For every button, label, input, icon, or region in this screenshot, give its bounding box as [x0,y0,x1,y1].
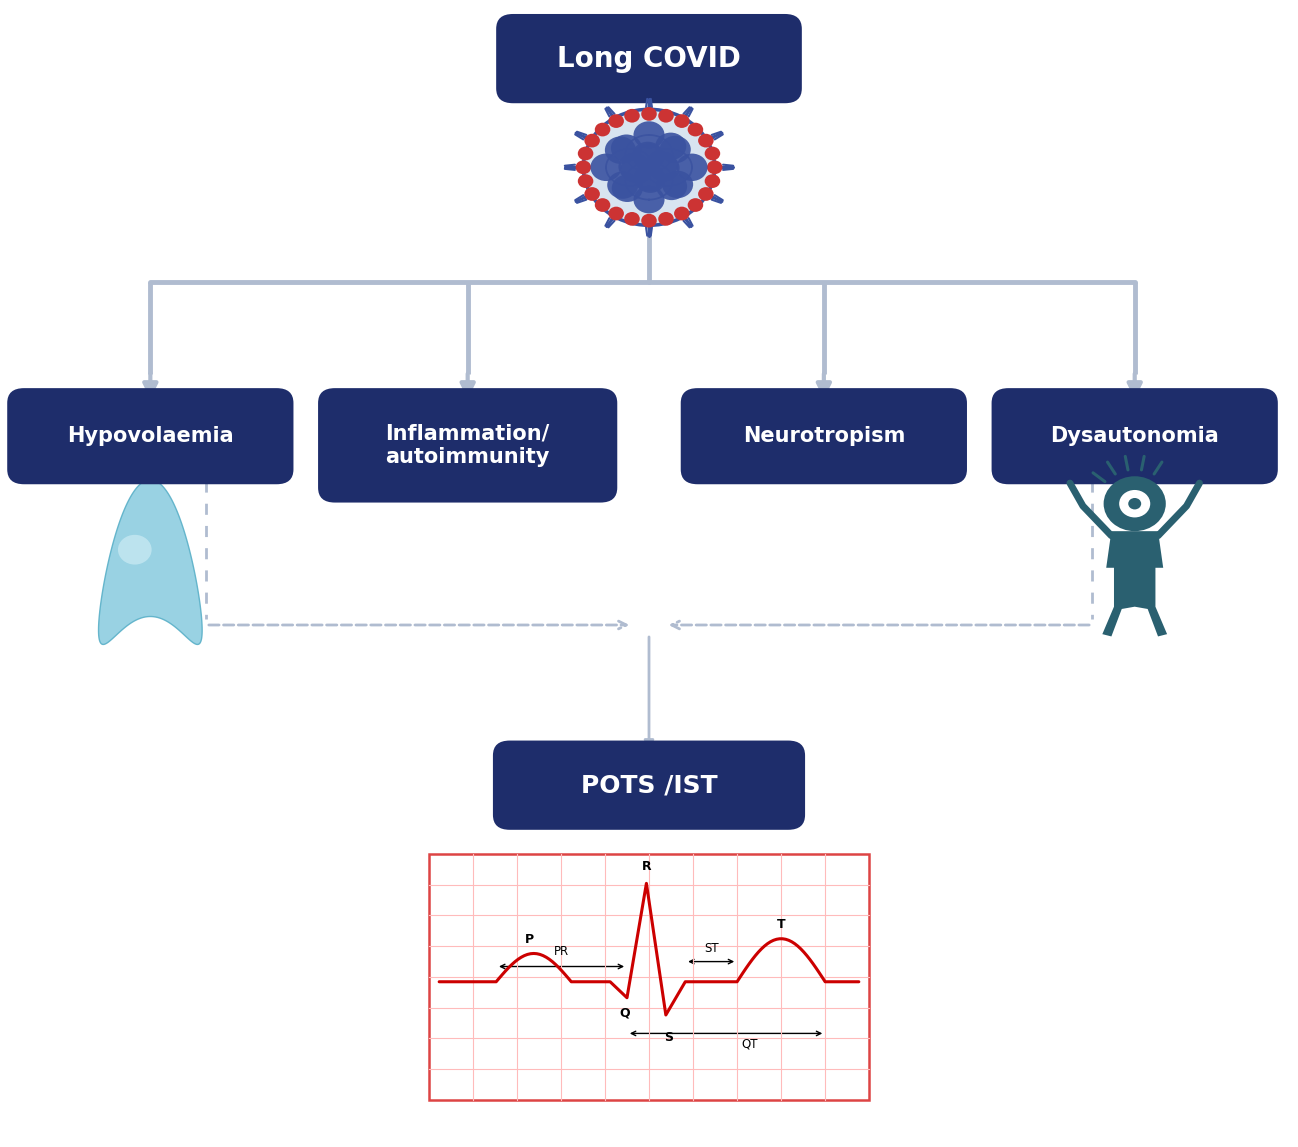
Circle shape [646,151,678,179]
FancyBboxPatch shape [493,741,805,829]
Circle shape [620,155,652,182]
Circle shape [583,109,715,225]
Circle shape [632,142,663,169]
Circle shape [611,134,643,162]
Circle shape [655,173,687,200]
Circle shape [591,154,622,181]
Text: P: P [526,934,535,946]
Circle shape [658,212,674,226]
Circle shape [594,123,610,136]
Circle shape [633,164,665,192]
Text: T: T [776,919,785,931]
Text: R: R [641,860,652,873]
Text: POTS /IST: POTS /IST [580,773,718,797]
FancyBboxPatch shape [680,388,967,484]
FancyBboxPatch shape [428,853,870,1100]
Circle shape [659,135,691,163]
Circle shape [633,186,665,213]
Circle shape [609,115,624,128]
Circle shape [635,165,666,193]
Circle shape [605,136,636,164]
FancyBboxPatch shape [992,388,1277,484]
Circle shape [607,171,639,198]
Circle shape [641,107,657,120]
Text: Dysautonomia: Dysautonomia [1050,427,1219,446]
Text: Q: Q [619,1006,630,1020]
Circle shape [633,143,665,171]
Circle shape [698,187,714,201]
Circle shape [1128,498,1141,509]
FancyBboxPatch shape [496,14,802,103]
Circle shape [705,174,720,188]
Circle shape [584,187,600,201]
Circle shape [674,115,689,128]
Circle shape [641,213,657,227]
Text: Inflammation/
autoimmunity: Inflammation/ autoimmunity [386,423,550,467]
Circle shape [649,154,680,181]
Polygon shape [99,479,202,645]
Text: QT: QT [741,1038,758,1051]
Circle shape [633,122,665,149]
Circle shape [658,109,674,123]
Circle shape [618,153,649,180]
Circle shape [1103,476,1166,531]
Text: Hypovolaemia: Hypovolaemia [67,427,234,446]
Circle shape [624,212,640,226]
FancyBboxPatch shape [8,388,293,484]
Circle shape [578,147,593,161]
Circle shape [609,206,624,220]
Text: Long COVID: Long COVID [557,45,741,72]
Circle shape [698,134,714,148]
Text: Neurotropism: Neurotropism [742,427,905,446]
Circle shape [578,174,593,188]
Circle shape [688,198,704,212]
Circle shape [705,147,720,161]
Circle shape [707,161,723,174]
Text: PR: PR [554,945,569,959]
Circle shape [575,161,591,174]
FancyBboxPatch shape [318,388,618,502]
Circle shape [674,206,689,220]
Circle shape [611,174,643,202]
Circle shape [662,171,693,198]
Text: ST: ST [704,942,719,954]
Circle shape [1119,490,1150,517]
Text: S: S [665,1031,672,1044]
Polygon shape [1102,531,1167,637]
Circle shape [655,133,687,161]
Circle shape [688,123,704,136]
Circle shape [624,109,640,123]
Circle shape [118,535,152,564]
Circle shape [584,134,600,148]
Circle shape [676,154,707,181]
Circle shape [594,198,610,212]
